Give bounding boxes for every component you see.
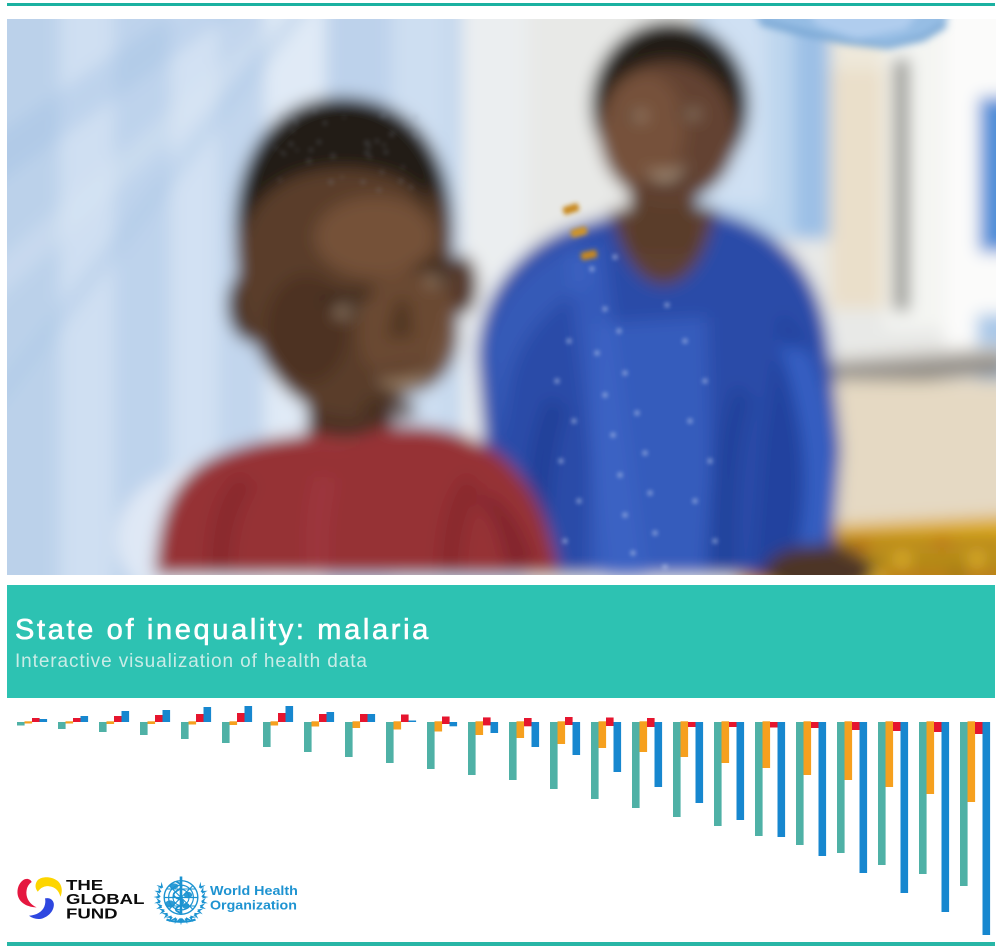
svg-text:THE: THE xyxy=(66,877,103,894)
svg-text:World Health: World Health xyxy=(210,883,298,897)
svg-text:FUND: FUND xyxy=(66,905,118,922)
svg-text:Organization: Organization xyxy=(210,898,297,912)
svg-text:GLOBAL: GLOBAL xyxy=(66,891,144,908)
